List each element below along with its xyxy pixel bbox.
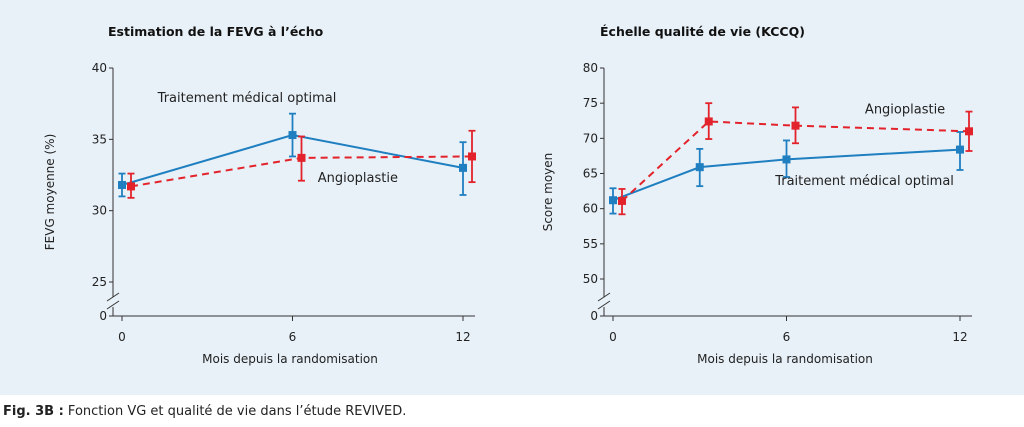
y-tick-label: 30 bbox=[92, 204, 107, 218]
data-point-marker bbox=[704, 117, 713, 126]
x-tick-label: 0 bbox=[118, 330, 126, 344]
x-axis-label: Mois depuis la randomisation bbox=[697, 352, 873, 366]
y-tick-label: 75 bbox=[583, 96, 598, 110]
y-tick-label: 70 bbox=[583, 131, 598, 145]
axis-break-mark bbox=[106, 300, 120, 310]
x-tick-label: 0 bbox=[609, 330, 617, 344]
data-point-marker bbox=[782, 155, 791, 164]
figure-panel: Estimation de la FEVG à l’écho 0 25 30 35 40 0… bbox=[0, 0, 1024, 395]
x-tick-label: 6 bbox=[289, 330, 297, 344]
chart-title: Estimation de la FEVG à l’écho bbox=[108, 24, 324, 39]
series-line-angioplastie bbox=[621, 120, 970, 202]
data-point-marker bbox=[609, 196, 617, 205]
x-tick-label: 6 bbox=[783, 330, 791, 344]
series-annotation: Traitement médical optimal bbox=[774, 174, 954, 189]
y-tick-label: 0 bbox=[99, 309, 107, 323]
y-tick-label: 65 bbox=[583, 167, 598, 181]
data-point-marker bbox=[127, 182, 135, 191]
caption-text: Fonction VG et qualité de vie dans l’étu… bbox=[63, 404, 407, 419]
y-tick-label: 55 bbox=[583, 237, 598, 251]
data-point-marker bbox=[288, 131, 297, 140]
series-annotation: Angioplastie bbox=[318, 171, 398, 186]
figure-caption: Fig. 3B : Fonction VG et qualité de vie … bbox=[3, 404, 406, 419]
data-point-marker bbox=[459, 163, 467, 172]
series-annotation: Traitement médical optimal bbox=[157, 91, 337, 106]
series-line-tmo bbox=[612, 148, 961, 202]
caption-label: Fig. 3B : bbox=[3, 404, 64, 419]
charts-svg: Estimation de la FEVG à l’écho 0 25 30 35 40 0… bbox=[43, 24, 973, 366]
y-tick-label: 0 bbox=[590, 309, 598, 323]
data-point-marker bbox=[468, 152, 476, 161]
data-point-marker bbox=[297, 153, 306, 162]
y-axis-label: FEVG moyenne (%) bbox=[43, 134, 57, 251]
chart-title: Échelle qualité de vie (KCCQ) bbox=[600, 24, 805, 39]
data-point-marker bbox=[791, 121, 800, 130]
data-point-marker bbox=[695, 163, 704, 172]
y-tick-label: 35 bbox=[92, 132, 107, 146]
x-tick-label: 12 bbox=[455, 330, 470, 344]
data-point-marker bbox=[965, 127, 973, 136]
y-tick-label: 80 bbox=[583, 61, 598, 75]
axis-break-mark bbox=[597, 292, 611, 302]
data-point-marker bbox=[618, 196, 626, 205]
axis-break-mark bbox=[597, 300, 611, 310]
x-tick-label: 12 bbox=[952, 330, 967, 344]
x-axis-label: Mois depuis la randomisation bbox=[202, 352, 378, 366]
data-point-marker bbox=[956, 145, 964, 154]
data-point-marker bbox=[118, 180, 126, 189]
y-tick-label: 25 bbox=[92, 275, 107, 289]
y-axis-label: Score moyen bbox=[541, 153, 555, 232]
series-annotation: Angioplastie bbox=[865, 103, 945, 118]
axis-break-mark bbox=[106, 292, 120, 302]
y-tick-label: 60 bbox=[583, 202, 598, 216]
y-tick-label: 50 bbox=[583, 272, 598, 286]
y-tick-label: 40 bbox=[92, 61, 107, 75]
